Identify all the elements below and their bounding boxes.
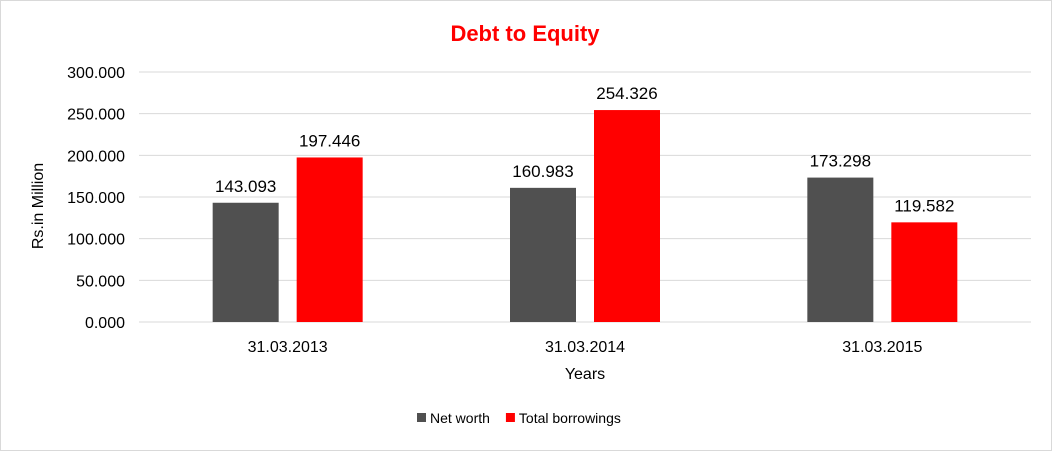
bar-total-borrowings <box>891 222 958 322</box>
legend-label: Net worth <box>430 410 490 426</box>
data-label: 173.298 <box>810 152 871 171</box>
grid-lines <box>139 71 1031 323</box>
legend-item: Net worth <box>417 410 490 426</box>
x-tick-label: 31.03.2013 <box>248 339 328 356</box>
y-tick-label: 300.000 <box>67 65 125 82</box>
bar-net-worth <box>510 187 576 322</box>
data-label: 143.093 <box>215 177 276 196</box>
legend-swatch <box>417 413 426 422</box>
bar-total-borrowings <box>594 110 660 322</box>
data-label: 197.446 <box>299 131 360 150</box>
x-axis-tick-labels: 31.03.2013 31.03.2014 31.03.2015 <box>248 339 923 356</box>
y-tick-label: 150.000 <box>67 190 125 207</box>
bar-total-borrowings <box>296 157 363 322</box>
data-label: 160.983 <box>512 162 573 181</box>
legend-label: Total borrowings <box>519 410 621 426</box>
y-tick-label: 250.000 <box>67 107 125 124</box>
legend-swatch <box>505 413 515 422</box>
x-tick-label: 31.03.2014 <box>545 339 625 356</box>
y-tick-label: 50.000 <box>76 273 125 290</box>
y-tick-label: 0.000 <box>85 315 125 332</box>
data-label: 119.582 <box>894 196 954 215</box>
legend-item: Total borrowings <box>505 410 621 426</box>
y-tick-label: 200.000 <box>67 148 125 165</box>
chart-title: Debt to Equity <box>450 21 600 46</box>
data-labels: 143.093 197.446 160.983 254.326 173.298 119.5… <box>215 84 954 215</box>
bar-net-worth <box>807 177 874 322</box>
bar-net-worth <box>212 202 279 322</box>
data-label: 254.326 <box>596 84 657 103</box>
x-tick-label: 31.03.2015 <box>842 339 922 356</box>
y-axis-tick-labels: 0.000 50.000 100.000 150.000 200.000 250.000 3… <box>67 65 125 332</box>
x-axis-title: Years <box>565 366 605 383</box>
y-axis-title: Rs.in Million <box>30 163 47 249</box>
y-tick-label: 100.000 <box>67 232 125 249</box>
bars <box>212 110 958 322</box>
legend: Net worth Total borrowings <box>417 410 621 426</box>
